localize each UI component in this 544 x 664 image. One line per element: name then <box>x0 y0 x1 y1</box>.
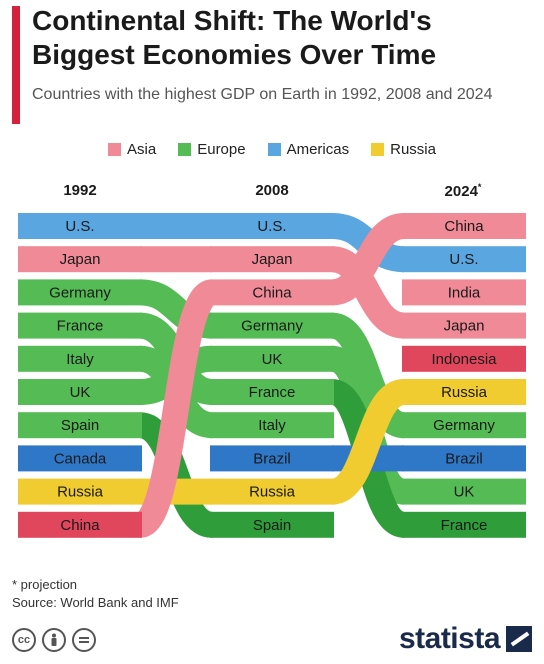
label-brazil-2024: Brazil <box>445 450 483 467</box>
bump-chart: U.S. Japan Germany France Italy UK Spain Canada… <box>18 213 526 538</box>
bar-indonesia-2024 <box>402 345 526 372</box>
label-china-2024: China <box>444 218 484 235</box>
cc-icon: cc <box>12 628 36 652</box>
bar-germany-1992 <box>18 279 142 306</box>
brand-name: statista <box>398 622 501 655</box>
label-indonesia-2024: Indonesia <box>431 351 497 368</box>
label-u-s-2008: U.S. <box>257 218 286 235</box>
bar-china-2024 <box>402 213 526 239</box>
link-russia-2008-2024 <box>329 379 407 505</box>
chart-title: Continental Shift: The World's Biggest E… <box>32 5 437 70</box>
year-label-2008: 2008 <box>255 182 289 199</box>
bar-france-2024 <box>402 511 526 538</box>
label-china-1992: China <box>60 517 100 534</box>
bar-japan-1992 <box>18 246 142 273</box>
projection-marker: * <box>477 182 482 192</box>
legend-item-asia: Asia <box>108 141 156 158</box>
bar-france-2008 <box>210 379 334 405</box>
label-russia-2024: Russia <box>441 384 488 401</box>
link-japan-2008-2024 <box>330 246 406 339</box>
legend-swatch-asia <box>108 143 122 156</box>
bar-u-s-1992 <box>18 213 142 239</box>
label-u-s-2024: U.S. <box>449 251 478 268</box>
label-uk-1992: UK <box>70 384 91 401</box>
bar-japan-2008 <box>210 246 334 273</box>
bar-canada-1992 <box>18 445 142 472</box>
year-label-2024: 2024* <box>444 182 482 200</box>
bar-italy-1992 <box>18 345 142 372</box>
label-india-2024: India <box>448 284 481 301</box>
legend-label-asia: Asia <box>127 141 157 158</box>
label-france-2008: France <box>249 384 296 401</box>
label-france-2024: France <box>441 517 488 534</box>
label-russia-1992: Russia <box>57 484 104 501</box>
label-japan-2008: Japan <box>252 251 293 268</box>
label-japan-1992: Japan <box>60 251 101 268</box>
bar-china-1992 <box>18 511 142 538</box>
label-japan-2024: Japan <box>444 318 485 335</box>
label-spain-2008: Spain <box>253 517 291 534</box>
link-germany-2008-2024 <box>329 312 407 439</box>
bar-u-s-2008 <box>210 213 334 239</box>
nd-icon <box>72 628 96 652</box>
source-note: Source: World Bank and IMF <box>12 595 179 610</box>
label-russia-2008: Russia <box>249 484 296 501</box>
legend-label-europe: Europe <box>197 141 246 158</box>
legend-item-russia: Russia <box>371 141 436 158</box>
link-china-2008-2024 <box>330 213 406 306</box>
bar-u-s-2024 <box>402 246 526 273</box>
label-germany-1992: Germany <box>49 284 111 301</box>
year-label-1992: 1992 <box>63 182 97 199</box>
link-china-1992-2008 <box>135 279 217 538</box>
accent-bar <box>12 6 20 124</box>
label-italy-1992: Italy <box>66 351 94 368</box>
bar-germany-2008 <box>210 312 334 339</box>
label-germany-2008: Germany <box>241 318 303 335</box>
label-germany-2024: Germany <box>433 417 495 434</box>
label-france-1992: France <box>57 318 104 335</box>
statista-logo-icon <box>506 626 532 652</box>
bar-india-2024 <box>402 279 526 306</box>
chart-links <box>135 213 408 538</box>
legend-item-americas: Americas <box>267 141 350 158</box>
chart-labels: U.S. Japan Germany France Italy UK Spain Canada… <box>49 218 497 534</box>
label-italy-2008: Italy <box>258 417 286 434</box>
bar-japan-2024 <box>402 312 526 339</box>
bar-france-1992 <box>18 312 142 339</box>
chart-subtitle: Countries with the highest GDP on Earth … <box>32 86 493 103</box>
label-china-2008: China <box>252 284 292 301</box>
label-brazil-2008: Brazil <box>253 450 291 467</box>
legend: Asia Europe Americas Russia <box>0 141 544 158</box>
license-icons: cc <box>12 628 96 652</box>
legend-swatch-russia <box>371 143 385 156</box>
bar-spain-1992 <box>18 412 142 439</box>
bar-uk-2008 <box>210 345 334 372</box>
footnote: * projection Source: World Bank and IMF <box>12 576 179 612</box>
bar-uk-1992 <box>18 379 142 405</box>
legend-label-russia: Russia <box>390 141 436 158</box>
bar-brazil-2008 <box>210 445 334 472</box>
label-uk-2024: UK <box>454 484 475 501</box>
label-u-s-1992: U.S. <box>65 218 94 235</box>
by-icon <box>42 628 66 652</box>
legend-label-americas: Americas <box>286 141 350 158</box>
bar-germany-2024 <box>402 412 526 439</box>
legend-swatch-europe <box>178 143 192 156</box>
legend-item-europe: Europe <box>178 141 246 158</box>
bar-china-2008 <box>210 279 334 306</box>
bar-spain-2008 <box>210 511 334 538</box>
bar-brazil-2024 <box>402 445 526 472</box>
bar-russia-2024 <box>402 379 526 405</box>
label-uk-2008: UK <box>262 351 283 368</box>
projection-note: * projection <box>12 577 78 592</box>
label-spain-1992: Spain <box>61 417 99 434</box>
bar-italy-2008 <box>210 412 334 439</box>
chart-bars <box>18 213 526 538</box>
bar-russia-2008 <box>210 478 334 505</box>
statista-logo: statista <box>399 622 532 656</box>
bar-russia-1992 <box>18 478 142 505</box>
label-canada-1992: Canada <box>54 450 107 467</box>
legend-swatch-americas <box>267 143 281 156</box>
bar-uk-2024 <box>402 478 526 505</box>
